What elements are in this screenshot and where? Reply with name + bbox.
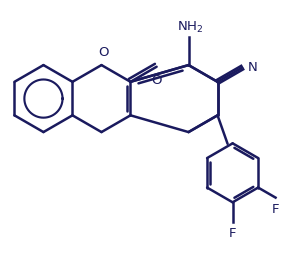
Text: F: F <box>272 203 279 216</box>
Text: F: F <box>229 227 236 240</box>
Text: O: O <box>98 46 108 59</box>
Text: O: O <box>151 74 162 87</box>
Text: NH$_2$: NH$_2$ <box>177 20 203 35</box>
Text: N: N <box>248 61 258 74</box>
